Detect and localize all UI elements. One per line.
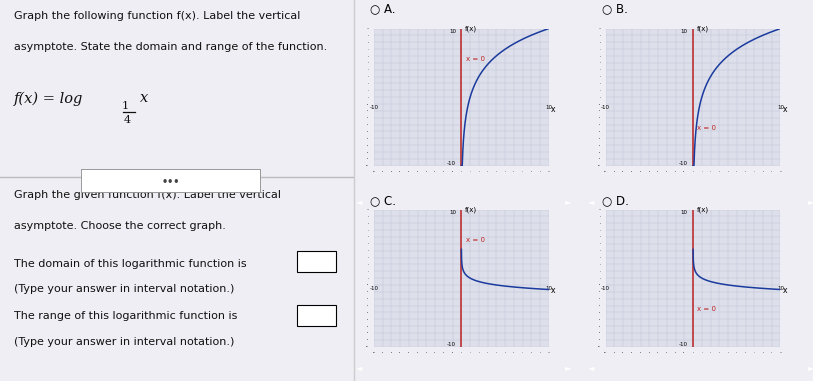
Text: 10: 10: [546, 106, 552, 110]
Text: ►: ►: [808, 197, 813, 207]
Text: ○ D.: ○ D.: [602, 195, 628, 208]
Text: asymptote. Choose the correct graph.: asymptote. Choose the correct graph.: [14, 221, 226, 231]
Text: 10: 10: [449, 29, 456, 34]
Text: -10: -10: [601, 106, 611, 110]
Text: -10: -10: [447, 342, 456, 347]
Text: f(x): f(x): [465, 25, 477, 32]
Text: x = 0: x = 0: [698, 125, 716, 131]
Text: Graph the given function f(x). Label the vertical: Graph the given function f(x). Label the…: [14, 190, 281, 200]
Text: -10: -10: [369, 287, 379, 291]
Text: 10: 10: [449, 210, 456, 215]
Text: -10: -10: [679, 161, 688, 166]
Text: asymptote. State the domain and range of the function.: asymptote. State the domain and range of…: [14, 42, 328, 52]
Text: The domain of this logarithmic function is: The domain of this logarithmic function …: [14, 259, 247, 269]
Bar: [297, 251, 336, 272]
Text: f(x) = log: f(x) = log: [14, 91, 84, 106]
Text: x = 0: x = 0: [466, 56, 485, 62]
Text: 10: 10: [777, 287, 784, 291]
Text: -10: -10: [601, 287, 611, 291]
Text: (Type your answer in interval notation.): (Type your answer in interval notation.): [14, 284, 234, 294]
Text: -10: -10: [679, 342, 688, 347]
Text: 10: 10: [680, 210, 688, 215]
Text: x: x: [140, 91, 148, 106]
Text: ►: ►: [808, 363, 813, 372]
Text: 10: 10: [777, 106, 784, 110]
Text: x = 0: x = 0: [466, 237, 485, 243]
Text: 10: 10: [680, 29, 688, 34]
Text: •••: •••: [162, 177, 180, 187]
Text: The range of this logarithmic function is: The range of this logarithmic function i…: [14, 311, 237, 320]
Text: x: x: [783, 106, 787, 114]
Text: ◄: ◄: [588, 363, 594, 372]
Text: ►: ►: [564, 363, 571, 372]
Text: ►: ►: [564, 197, 571, 207]
Text: (Type your answer in interval notation.): (Type your answer in interval notation.): [14, 337, 234, 347]
Text: x: x: [551, 287, 555, 295]
Text: ◄: ◄: [588, 197, 594, 207]
Text: x = 0: x = 0: [698, 306, 716, 312]
Text: 1: 1: [122, 101, 129, 111]
Text: f(x): f(x): [697, 206, 709, 213]
Text: -10: -10: [369, 106, 379, 110]
Text: 10: 10: [546, 287, 552, 291]
Text: f(x): f(x): [465, 206, 477, 213]
Text: ◄: ◄: [356, 363, 363, 372]
Bar: [297, 305, 336, 326]
Text: ○ C.: ○ C.: [370, 195, 396, 208]
Text: x: x: [551, 106, 555, 114]
Text: ◄: ◄: [356, 197, 363, 207]
Text: 4: 4: [124, 115, 131, 125]
Text: ○ B.: ○ B.: [602, 2, 628, 15]
Text: f(x): f(x): [697, 25, 709, 32]
Text: x: x: [783, 287, 787, 295]
Text: ○ A.: ○ A.: [370, 2, 395, 15]
Text: Graph the following function f(x). Label the vertical: Graph the following function f(x). Label…: [14, 11, 301, 21]
Text: -10: -10: [447, 161, 456, 166]
